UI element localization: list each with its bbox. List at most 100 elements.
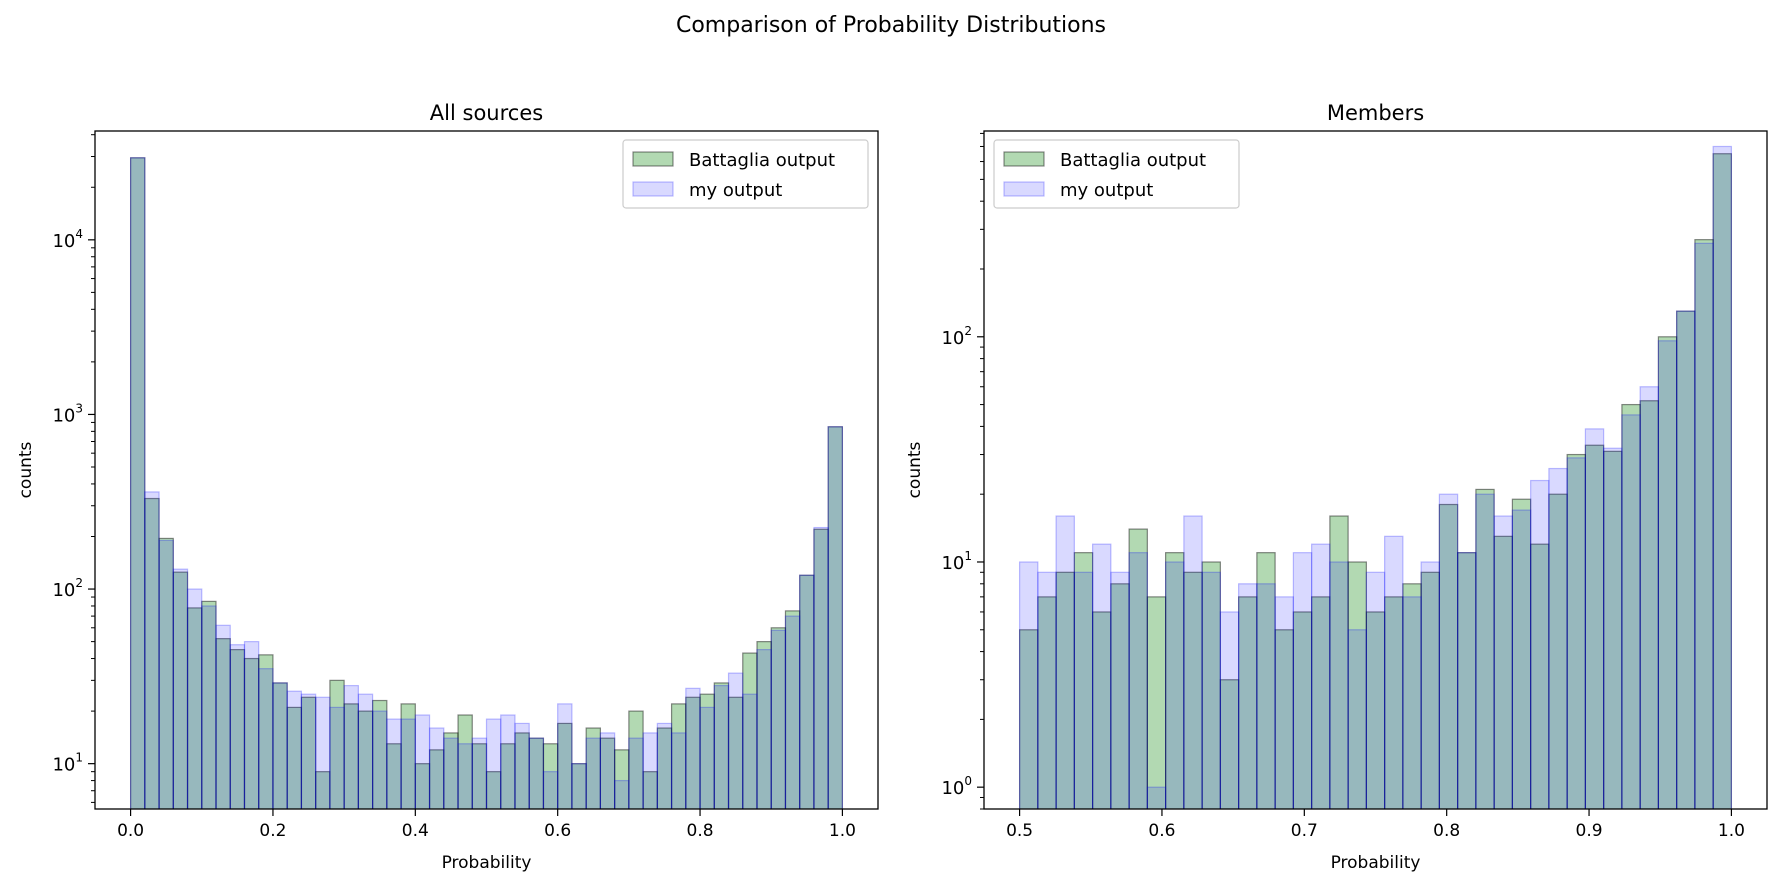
bar-mine (1548, 467, 1568, 809)
bar-mine (827, 426, 844, 809)
bar-mine (542, 771, 559, 809)
bar-mine (614, 779, 630, 809)
y-axis-label: counts (905, 441, 925, 498)
bar-mine (372, 710, 388, 809)
y-tick-exponent: 1 (964, 549, 972, 563)
x-tick-label: 0.6 (1148, 821, 1175, 841)
bar-battaglia (329, 679, 345, 809)
bar-battaglia (784, 610, 801, 809)
bar-battaglia (343, 703, 359, 809)
bar-battaglia (286, 706, 303, 809)
bars-group (129, 157, 844, 809)
bar-battaglia (1384, 596, 1404, 809)
bar-mine (1365, 571, 1386, 809)
bar-mine (201, 605, 217, 809)
bar-mine (713, 684, 730, 809)
bar-mine (1311, 543, 1331, 809)
bar-mine (1274, 596, 1294, 809)
y-tick-label: 100 (941, 774, 972, 799)
bar-mine (186, 588, 203, 809)
x-axis-label: Probability (1331, 853, 1421, 873)
x-tick-label: 0.8 (687, 821, 714, 841)
bar-battaglia (557, 722, 573, 809)
panel-members: 0.5 0.6 0.7 0.8 0.9 1.0100101102MembersProbab… (905, 101, 1768, 873)
bar-mine (1347, 629, 1367, 809)
bar-mine (1712, 145, 1733, 809)
bar-mine (756, 649, 772, 809)
legend-frame (993, 139, 1240, 209)
bar-battaglia (1128, 528, 1148, 809)
bar-battaglia (357, 710, 374, 809)
bar-mine (144, 491, 160, 809)
legend-swatch-battaglia (632, 151, 674, 167)
bar-battaglia (1311, 596, 1331, 809)
y-tick-label: 102 (941, 324, 972, 349)
x-tick-label: 0.7 (1291, 821, 1318, 841)
bar-battaglia (258, 654, 274, 809)
bar-mine (357, 693, 374, 809)
bar-battaglia (1329, 515, 1349, 809)
bar-battaglia (585, 727, 601, 809)
bar-battaglia (372, 699, 388, 809)
y-tick-base: 10 (52, 405, 75, 426)
bar-mine (172, 568, 189, 809)
bar-mine (1073, 571, 1094, 809)
bar-battaglia (1365, 611, 1386, 809)
bar-mine (471, 737, 488, 809)
bar-battaglia (813, 528, 829, 809)
y-tick-exponent: 0 (964, 774, 972, 788)
bar-battaglia (827, 426, 844, 809)
x-tick-label: 0.8 (1433, 821, 1460, 841)
x-tick-label: 0.0 (117, 821, 144, 841)
y-tick-base: 10 (52, 755, 75, 776)
panel-title: All sources (430, 101, 543, 125)
bar-mine (784, 615, 801, 809)
bar-mine (215, 624, 231, 809)
bar-battaglia (1256, 552, 1276, 809)
bar-battaglia (315, 771, 331, 809)
bar-mine (443, 737, 459, 809)
bar-mine (813, 526, 829, 809)
y-tick-label: 104 (52, 227, 83, 252)
bar-battaglia (443, 732, 459, 809)
bar-mine (1676, 310, 1696, 809)
bar-battaglia (243, 657, 260, 809)
bar-mine (1165, 561, 1185, 809)
bar-mine (485, 718, 502, 809)
bar-mine (1420, 561, 1440, 809)
bar-battaglia (1165, 552, 1185, 809)
bar-battaglia (1037, 596, 1057, 809)
bar-battaglia (1274, 629, 1294, 809)
bar-battaglia (1657, 336, 1678, 809)
bar-battaglia (186, 607, 203, 809)
bar-battaglia (215, 638, 231, 809)
bar-battaglia (1347, 561, 1367, 809)
bar-battaglia (1055, 571, 1075, 809)
bar-mine (770, 629, 787, 809)
bar-mine (599, 732, 616, 809)
x-tick-label: 1.0 (829, 821, 856, 841)
bar-battaglia (428, 749, 445, 809)
bar-battaglia (1475, 488, 1495, 809)
bar-mine (1603, 447, 1623, 809)
bar-battaglia (1676, 310, 1696, 809)
bar-mine (628, 737, 644, 809)
bar-battaglia (1110, 583, 1130, 809)
bar-mine (428, 727, 445, 809)
bar-mine (315, 696, 331, 809)
x-axis-label: Probability (442, 853, 532, 873)
bar-battaglia (1566, 453, 1586, 809)
y-tick-exponent: 2 (75, 576, 83, 590)
panel-title: Members (1327, 101, 1424, 125)
x-tick-label: 0.2 (259, 821, 286, 841)
y-tick-exponent: 4 (75, 227, 83, 241)
bar-battaglia (1621, 403, 1641, 809)
bar-battaglia (386, 743, 402, 809)
bar-mine (670, 732, 687, 809)
bar-mine (1475, 493, 1495, 809)
bar-mine (1238, 583, 1258, 809)
bar-battaglia (770, 627, 787, 809)
y-tick-exponent: 1 (75, 751, 83, 765)
